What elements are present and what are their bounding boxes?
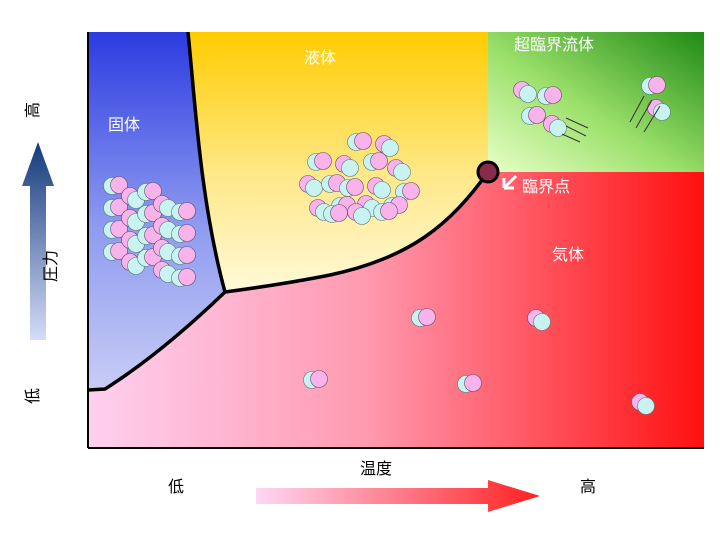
label-gas: 気体 [552,245,584,264]
y-axis-high: 高 [23,102,42,118]
x-axis-high: 高 [580,477,596,496]
x-axis-low: 低 [168,477,184,496]
solid-liquid-boundary [186,31,227,293]
y-axis-low: 低 [23,388,42,404]
supercritical-region [488,32,704,172]
x-axis-title: 温度 [360,459,392,478]
critical-point-arrow [502,174,518,190]
liquid-region [88,32,488,292]
y-axis-title: 圧力 [41,250,60,282]
x-direction-arrow [256,480,540,512]
supercritical-molecules [513,76,671,143]
y-direction-arrow [22,142,54,340]
motion-lines [629,95,661,133]
label-supercritical: 超臨界流体 [514,35,594,54]
motion-lines [561,117,589,143]
label-liquid: 液体 [304,48,336,67]
solid-gas-boundary [87,290,227,392]
liquid-gas-boundary [224,170,490,294]
label-solid: 固体 [108,115,140,134]
label-critical-point: 臨界点 [522,177,570,196]
critical-point [476,160,500,184]
